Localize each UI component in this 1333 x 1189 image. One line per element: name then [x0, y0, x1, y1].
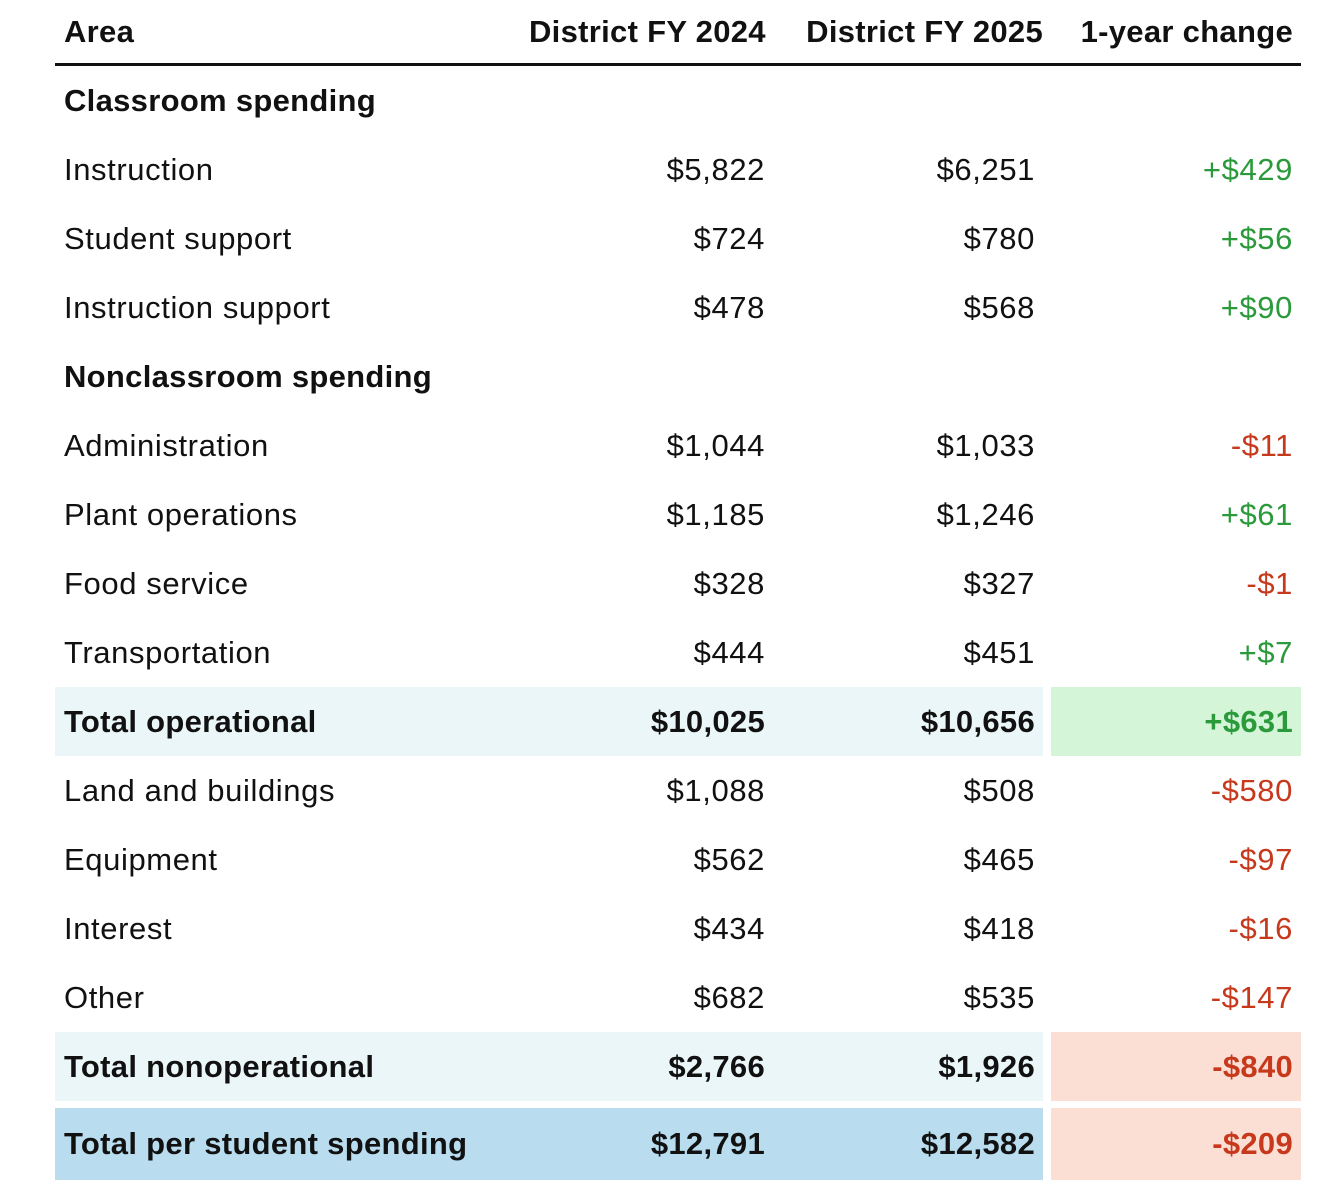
row-change: -$1: [1246, 565, 1293, 601]
row-change: -$580: [1210, 772, 1293, 808]
row-area: Instruction: [64, 151, 214, 187]
row-fy2025: $327: [773, 549, 1051, 618]
row-change: +$90: [1220, 289, 1293, 325]
row-area: Student support: [64, 220, 292, 256]
table-header: Area District FY 2024 District FY 2025 1…: [55, 0, 1301, 66]
row-fy2024: $1,185: [666, 496, 765, 532]
row-area: Land and buildings: [64, 772, 336, 808]
table-row: Plant operations $1,185 $1,246 +$61: [55, 480, 1301, 549]
spending-table-container: Area District FY 2024 District FY 2025 1…: [55, 0, 1301, 1180]
total-area: Total per student spending: [55, 1108, 520, 1180]
table-body: Classroom spending Instruction $5,822 $6…: [55, 66, 1301, 1180]
row-fy2024: $1,044: [666, 427, 765, 463]
table-row: Land and buildings $1,088 $508 -$580: [55, 756, 1301, 825]
section-header-classroom: Classroom spending: [55, 66, 1301, 135]
header-row: Area District FY 2024 District FY 2025 1…: [55, 0, 1301, 66]
table-row: Administration $1,044 $1,033 -$11: [55, 411, 1301, 480]
row-fy2025: $418: [773, 894, 1051, 963]
table-row: Other $682 $535 -$147: [55, 963, 1301, 1032]
row-change: -$97: [1228, 841, 1293, 877]
total-fy2025: $10,656: [773, 687, 1051, 756]
row-spacer: [55, 1101, 1301, 1108]
row-area: Administration: [64, 427, 269, 463]
total-change: +$631: [1051, 687, 1301, 756]
row-area: Interest: [64, 910, 173, 946]
row-change: +$429: [1202, 151, 1293, 187]
row-fy2025: $6,251: [773, 135, 1051, 204]
row-fy2024: $562: [693, 841, 765, 877]
total-fy2024: $10,025: [520, 687, 773, 756]
spending-table: Area District FY 2024 District FY 2025 1…: [55, 0, 1301, 1180]
row-change: +$61: [1220, 496, 1293, 532]
row-fy2025: $535: [773, 963, 1051, 1032]
row-change: +$56: [1220, 220, 1293, 256]
table-row: Instruction $5,822 $6,251 +$429: [55, 135, 1301, 204]
row-fy2024: $1,088: [666, 772, 765, 808]
section-title: Nonclassroom spending: [64, 358, 433, 394]
row-area: Equipment: [64, 841, 218, 877]
total-change: -$840: [1051, 1032, 1301, 1101]
row-area: Plant operations: [64, 496, 298, 532]
row-change: -$16: [1228, 910, 1293, 946]
row-fy2024: $724: [693, 220, 765, 256]
row-fy2025: $1,246: [773, 480, 1051, 549]
total-fy2025: $1,926: [773, 1032, 1051, 1101]
row-area: Other: [64, 979, 145, 1015]
row-change: -$147: [1210, 979, 1293, 1015]
table-row: Food service $328 $327 -$1: [55, 549, 1301, 618]
total-fy2025: $12,582: [773, 1108, 1051, 1180]
row-fy2024: $5,822: [666, 151, 765, 187]
row-fy2024: $478: [693, 289, 765, 325]
row-area: Instruction support: [64, 289, 331, 325]
column-header-change: 1-year change: [1051, 0, 1301, 66]
row-fy2025: $508: [773, 756, 1051, 825]
row-area: Food service: [64, 565, 249, 601]
column-header-fy2025: District FY 2025: [773, 0, 1051, 66]
total-nonoperational-row: Total nonoperational $2,766 $1,926 -$840: [55, 1032, 1301, 1101]
table-row: Interest $434 $418 -$16: [55, 894, 1301, 963]
total-per-student-row: Total per student spending $12,791 $12,5…: [55, 1108, 1301, 1180]
section-header-nonclassroom: Nonclassroom spending: [55, 342, 1301, 411]
row-fy2024: $444: [693, 634, 765, 670]
spacer-cell: [55, 1101, 1301, 1108]
row-change: +$7: [1238, 634, 1293, 670]
total-fy2024: $12,791: [520, 1108, 773, 1180]
section-title: Classroom spending: [64, 82, 377, 118]
row-fy2025: $1,033: [773, 411, 1051, 480]
row-fy2024: $682: [693, 979, 765, 1015]
row-fy2024: $328: [693, 565, 765, 601]
table-row: Instruction support $478 $568 +$90: [55, 273, 1301, 342]
table-row: Student support $724 $780 +$56: [55, 204, 1301, 273]
total-fy2024: $2,766: [520, 1032, 773, 1101]
total-change: -$209: [1051, 1108, 1301, 1180]
table-row: Equipment $562 $465 -$97: [55, 825, 1301, 894]
total-area: Total operational: [55, 687, 520, 756]
row-fy2024: $434: [693, 910, 765, 946]
total-operational-row: Total operational $10,025 $10,656 +$631: [55, 687, 1301, 756]
total-area: Total nonoperational: [55, 1032, 520, 1101]
table-row: Transportation $444 $451 +$7: [55, 618, 1301, 687]
column-header-fy2024: District FY 2024: [520, 0, 773, 66]
column-header-area: Area: [55, 0, 520, 66]
row-fy2025: $568: [773, 273, 1051, 342]
row-change: -$11: [1230, 427, 1293, 463]
row-fy2025: $465: [773, 825, 1051, 894]
row-area: Transportation: [64, 634, 272, 670]
row-fy2025: $451: [773, 618, 1051, 687]
row-fy2025: $780: [773, 204, 1051, 273]
